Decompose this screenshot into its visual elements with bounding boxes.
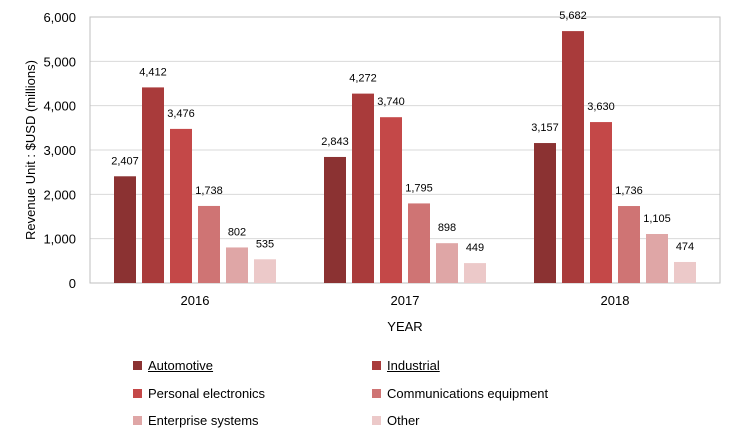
data-label: 3,476 — [167, 108, 195, 120]
data-label: 898 — [438, 222, 456, 234]
data-label: 3,740 — [377, 96, 405, 108]
data-label: 3,630 — [587, 101, 615, 113]
legend-swatch — [133, 361, 142, 370]
legend-label: Industrial — [387, 358, 440, 373]
legend-swatch — [372, 416, 381, 425]
bar-industrial-2018 — [562, 31, 584, 284]
plot-frame — [89, 16, 721, 284]
x-axis-title: YEAR — [387, 319, 422, 334]
bar-automotive-2018 — [534, 143, 556, 283]
legend-label: Other — [387, 413, 420, 428]
legend-label: Automotive — [148, 358, 214, 373]
bar-other-2017 — [464, 263, 486, 283]
bar-enterprise-systems-2018 — [646, 234, 668, 283]
data-label: 5,682 — [559, 10, 587, 22]
y-tick-label: 3,000 — [43, 143, 76, 158]
legend-label: Communications equipment — [387, 386, 549, 401]
data-label: 1,105 — [643, 213, 671, 225]
legend-item-automotive[interactable]: Automotive — [133, 358, 213, 373]
data-label: 2,407 — [111, 155, 139, 167]
bar-other-2016 — [254, 259, 276, 283]
legend-swatch — [372, 389, 381, 398]
y-tick-label: 4,000 — [43, 99, 76, 114]
y-tick-label: 5,000 — [43, 54, 76, 69]
legend-item-industrial[interactable]: Industrial — [372, 358, 440, 373]
legend-item-enterprise-systems[interactable]: Enterprise systems — [133, 413, 259, 428]
legend-label: Personal electronics — [148, 386, 266, 401]
bar-personal-electronics-2016 — [170, 128, 192, 283]
x-tick-label-2018: 2018 — [601, 293, 630, 308]
data-label: 802 — [228, 226, 246, 238]
legend-item-communications-equipment[interactable]: Communications equipment — [372, 386, 548, 401]
bar-industrial-2017 — [352, 93, 374, 283]
x-tick-label-2017: 2017 — [391, 293, 420, 308]
bar-enterprise-systems-2017 — [436, 243, 458, 283]
bar-other-2018 — [674, 261, 696, 283]
data-label: 4,272 — [349, 73, 377, 85]
data-label: 1,738 — [195, 185, 223, 197]
data-label: 1,736 — [615, 185, 643, 197]
data-label: 474 — [676, 241, 694, 253]
y-tick-label: 1,000 — [43, 232, 76, 247]
bar-communications-equipment-2017 — [408, 203, 430, 283]
y-tick-label: 6,000 — [43, 10, 76, 25]
data-label: 535 — [256, 238, 274, 250]
legend-swatch — [133, 389, 142, 398]
gridlines — [90, 60, 720, 240]
bar-industrial-2016 — [142, 87, 164, 283]
data-label: 1,795 — [405, 182, 433, 194]
bar-enterprise-systems-2016 — [226, 247, 248, 283]
legend-label: Enterprise systems — [148, 413, 259, 428]
y-tick-label: 2,000 — [43, 187, 76, 202]
data-label: 4,412 — [139, 66, 167, 78]
y-tick-labels: 0 1,000 2,000 3,000 4,000 5,000 6,000 — [43, 10, 76, 291]
bars — [114, 31, 696, 284]
legend-swatch — [133, 416, 142, 425]
legend-item-other[interactable]: Other — [372, 413, 420, 428]
data-label: 2,843 — [321, 136, 349, 148]
data-label: 449 — [466, 242, 484, 254]
bar-automotive-2017 — [324, 156, 346, 283]
data-label: 3,157 — [531, 122, 559, 134]
bar-communications-equipment-2018 — [618, 206, 640, 283]
bar-personal-electronics-2018 — [590, 122, 612, 283]
bar-personal-electronics-2017 — [380, 117, 402, 284]
x-tick-label-2016: 2016 — [181, 293, 210, 308]
legend-item-personal-electronics[interactable]: Personal electronics — [133, 386, 265, 401]
bar-communications-equipment-2016 — [198, 205, 220, 283]
bar-automotive-2016 — [114, 176, 136, 283]
y-tick-label: 0 — [69, 276, 76, 291]
data-labels: 2,407 4,412 3,476 1,738 802 535 2,843 4,2723,74… — [111, 10, 694, 254]
y-axis-title: Revenue Unit : $USD (millions) — [23, 60, 38, 240]
legend-swatch — [372, 361, 381, 370]
x-tick-labels: 2016 2017 2018 — [181, 293, 630, 308]
